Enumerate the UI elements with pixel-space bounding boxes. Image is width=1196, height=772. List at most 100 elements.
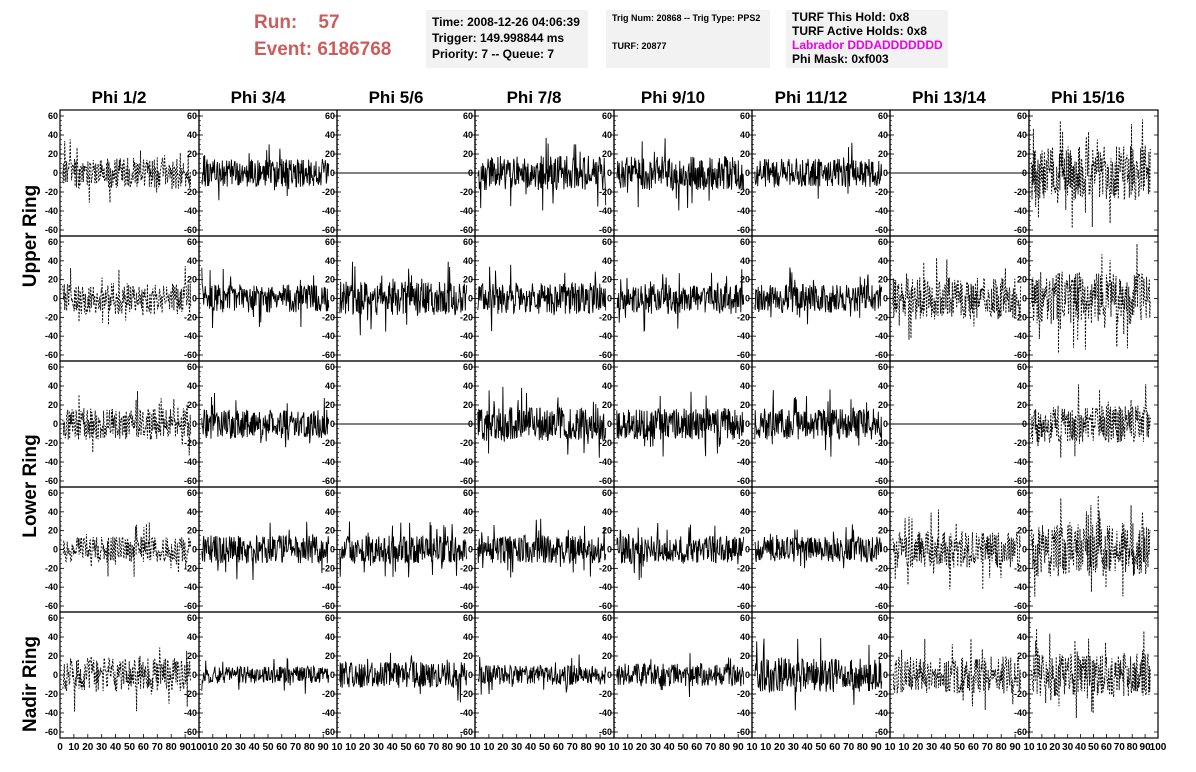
ylabel-r1-c6-6: 60 [740, 111, 750, 121]
ylabel-left-r1-1: -40 [45, 206, 58, 216]
ylabel-r3-c6-5: 40 [740, 381, 750, 391]
ylabel-r3-c7-5: 40 [878, 381, 888, 391]
ylabel-r3-c8-0: -60 [1014, 476, 1027, 486]
ylabel-left-r3-5: 40 [48, 381, 58, 391]
run-label-text: Run: [254, 12, 298, 33]
ylabel-r1-c7-3: 0 [883, 168, 888, 178]
ylabel-r2-c7-4: 20 [878, 275, 888, 285]
ylabel-r2-c3-6: 60 [325, 237, 335, 247]
ylabel-r4-c2-4: 20 [187, 526, 197, 536]
ylabel-r3-c7-3: 0 [883, 419, 888, 429]
ylabel-r1-c7-2: -20 [875, 187, 888, 197]
ylabel-r4-c5-1: -40 [599, 582, 612, 592]
xlabel-c8-9: 100 [1150, 742, 1167, 753]
xlabel-c8-6: 70 [1114, 742, 1126, 753]
ylabel-r4-c6-1: -40 [737, 582, 750, 592]
xlabel-c4-7: 80 [581, 742, 593, 753]
turf-this-hold: TURF This Hold: 0x8 [792, 10, 910, 24]
waveform-r3-c8 [1031, 384, 1151, 458]
ylabel-r3-c5-6: 60 [602, 362, 612, 372]
waveform-r4-c8 [1031, 495, 1151, 597]
ylabel-r3-c4-0: -60 [460, 476, 473, 486]
ylabel-r4-c6-4: 20 [740, 526, 750, 536]
xlabel-c2-7: 80 [304, 742, 316, 753]
xlabel-c4-2: 30 [511, 742, 523, 753]
ylabel-r4-c2-3: 0 [192, 545, 197, 555]
ylabel-left-r3-4: 20 [48, 400, 58, 410]
ylabel-r1-c4-6: 60 [463, 111, 473, 121]
ylabel-r4-c8-2: -20 [1014, 563, 1027, 573]
ylabel-r2-c8-6: 60 [1017, 237, 1027, 247]
xlabel-c5-7: 80 [719, 742, 731, 753]
ylabel-r5-c2-6: 60 [187, 613, 197, 623]
ylabel-r5-c7-4: 20 [878, 651, 888, 661]
xlabel-c1-4: 40 [110, 742, 122, 753]
waveform-r5-c1 [62, 647, 192, 712]
ylabel-r4-c2-2: -20 [184, 563, 197, 573]
waveform-r2-c1 [62, 266, 192, 325]
ylabel-r4-c8-1: -40 [1014, 582, 1027, 592]
xlabel-c8-1: 20 [1049, 742, 1061, 753]
ylabel-r1-c2-5: 40 [187, 130, 197, 140]
ylabel-r2-c2-3: 0 [192, 294, 197, 304]
ylabel-r3-c2-1: -40 [184, 457, 197, 467]
xlabel-c3-9: 10 [469, 742, 481, 753]
waveform-r2-c5 [616, 269, 745, 333]
ylabel-left-r3-0: -60 [45, 476, 58, 486]
xlabel-c1-0: 0 [57, 742, 63, 753]
ylabel-r5-c3-6: 60 [325, 613, 335, 623]
ylabel-r3-c4-6: 60 [463, 362, 473, 372]
ylabel-r3-c3-0: -60 [322, 476, 335, 486]
ylabel-r1-c5-1: -40 [599, 206, 612, 216]
ylabel-r3-c4-3: 0 [468, 419, 473, 429]
xlabel-c8-8: 90 [1140, 742, 1152, 753]
ylabel-r3-c3-4: 20 [325, 400, 335, 410]
ylabel-left-r5-3: 0 [53, 670, 58, 680]
xlabel-c7-1: 20 [912, 742, 924, 753]
ylabel-r3-c4-1: -40 [460, 457, 473, 467]
ylabel-r3-c3-2: -20 [322, 438, 335, 448]
ylabel-r4-c6-5: 40 [740, 507, 750, 517]
ylabel-r2-c2-4: 20 [187, 275, 197, 285]
xlabel-c3-3: 40 [387, 742, 399, 753]
ylabel-r3-c8-1: -40 [1014, 457, 1027, 467]
ylabel-r4-c8-3: 0 [1022, 545, 1027, 555]
ylabel-r4-c7-1: -40 [875, 582, 888, 592]
ylabel-r3-c8-2: -20 [1014, 438, 1027, 448]
xlabel-c6-7: 80 [857, 742, 869, 753]
xlabel-c3-7: 80 [442, 742, 454, 753]
xlabel-c5-5: 60 [691, 742, 703, 753]
ylabel-left-r3-3: 0 [53, 419, 58, 429]
ylabel-r2-c5-1: -40 [599, 331, 612, 341]
ylabel-left-r1-2: -20 [45, 187, 58, 197]
ylabel-r1-c2-4: 20 [187, 149, 197, 159]
ylabel-left-r4-2: -20 [45, 563, 58, 573]
panel-frame-r2-c7 [889, 235, 1030, 362]
ylabel-r4-c5-4: 20 [602, 526, 612, 536]
ylabel-r1-c4-4: 20 [463, 149, 473, 159]
xlabel-c5-9: 10 [746, 742, 758, 753]
xlabel-c3-5: 60 [414, 742, 426, 753]
ylabel-r2-c2-2: -20 [184, 312, 197, 322]
ylabel-r1-c2-1: -40 [184, 206, 197, 216]
ylabel-left-r2-6: 60 [48, 237, 58, 247]
ylabel-r2-c8-4: 20 [1017, 275, 1027, 285]
ylabel-r5-c6-3: 0 [745, 670, 750, 680]
ylabel-r5-c7-0: -60 [875, 727, 888, 737]
ylabel-r4-c3-4: 20 [325, 526, 335, 536]
ylabel-r3-c5-2: -20 [599, 438, 612, 448]
ylabel-left-r2-4: 20 [48, 275, 58, 285]
ylabel-r4-c2-6: 60 [187, 488, 197, 498]
ylabel-r3-c7-2: -20 [875, 438, 888, 448]
xlabel-c5-8: 90 [733, 742, 745, 753]
ylabel-r3-c8-4: 20 [1017, 400, 1027, 410]
xlabel-c4-4: 50 [539, 742, 551, 753]
ylabel-r1-c6-2: -20 [737, 187, 750, 197]
waveform-r2-c3 [339, 261, 468, 336]
xlabel-c5-3: 40 [664, 742, 676, 753]
waveform-r4-c5 [616, 522, 745, 581]
ylabel-r1-c7-4: 20 [878, 149, 888, 159]
xlabel-c8-4: 50 [1088, 742, 1100, 753]
xlabel-c6-3: 40 [802, 742, 814, 753]
